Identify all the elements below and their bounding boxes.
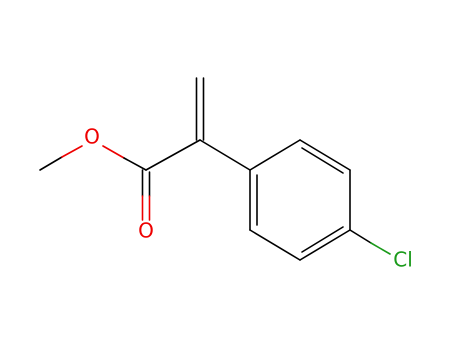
bond [299, 139, 351, 171]
bond [102, 145, 125, 159]
bond [349, 229, 372, 244]
bond [301, 147, 344, 174]
bond [39, 156, 63, 171]
bond [249, 229, 301, 261]
atom-label: O [84, 125, 100, 149]
bond [61, 145, 83, 158]
bond [145, 139, 201, 171]
atom-label: Cl [393, 248, 413, 272]
bond [249, 139, 301, 171]
bond [199, 139, 251, 171]
bonds [39, 77, 391, 261]
bond [123, 157, 147, 171]
atom-label: O [138, 219, 154, 243]
bond [301, 226, 344, 253]
bond [299, 229, 351, 261]
bond [370, 242, 391, 255]
